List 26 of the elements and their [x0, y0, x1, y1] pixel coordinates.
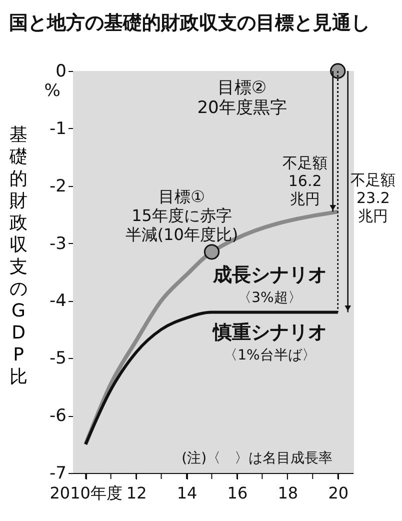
- annotation: 不足額16.2兆円: [282, 154, 328, 208]
- annotation: 〈3%超〉: [238, 290, 302, 306]
- y-tick-label: -3: [50, 234, 66, 254]
- series-label: 成長シナリオ: [212, 264, 327, 286]
- y-tick-label: -1: [50, 118, 66, 139]
- text: %: [44, 81, 60, 102]
- series-label: 慎重シナリオ: [212, 321, 327, 344]
- y-tick-label: 0: [56, 62, 66, 82]
- annotation: 目標②20年度黒字: [197, 78, 287, 118]
- y-tick-label: -2: [50, 176, 66, 196]
- y-tick-label: -4: [50, 291, 66, 312]
- x-tick-label: 16: [227, 484, 248, 502]
- annotation: 不足額23.2兆円: [350, 171, 396, 226]
- x-tick-label: 2010年度: [50, 484, 122, 502]
- x-tick-label: 20: [328, 484, 349, 502]
- y-tick-label: -5: [50, 348, 66, 369]
- text: 基礎的財政収支のGDP比: [10, 124, 28, 388]
- chart-title: 国と地方の基礎的財政収支の目標と見通し: [9, 12, 370, 34]
- x-tick-label: 14: [176, 484, 198, 502]
- annotation: (注)〈 〉は名目成長率: [182, 450, 333, 467]
- annotation: 目標①15年度に赤字半減(10年度比): [125, 186, 238, 244]
- x-tick-label: 12: [126, 484, 147, 502]
- annotation: 〈1%台半ば〉: [224, 347, 316, 364]
- x-tick-label: 18: [278, 484, 298, 502]
- y-tick-label: -7: [50, 464, 66, 484]
- y-tick-label: -6: [50, 406, 66, 426]
